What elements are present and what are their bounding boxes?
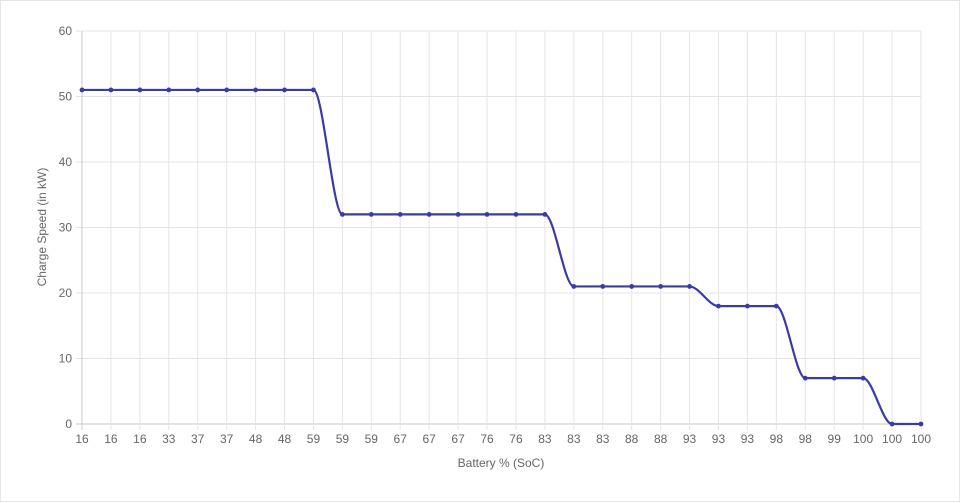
- y-tick-labels: 0 10 20 30 40 50 60: [59, 24, 73, 431]
- data-point[interactable]: [339, 212, 345, 217]
- data-point[interactable]: [802, 375, 808, 381]
- data-point[interactable]: [860, 375, 866, 381]
- x-tick-label: 76: [509, 432, 523, 446]
- y-tick-label: 20: [59, 286, 73, 300]
- data-point[interactable]: [282, 87, 287, 93]
- data-point[interactable]: [108, 87, 114, 93]
- data-point[interactable]: [745, 303, 750, 309]
- x-tick-label: 98: [770, 432, 784, 446]
- x-tick-label: 88: [625, 432, 639, 446]
- y-gridlines: [76, 30, 921, 425]
- x-axis-title: Battery % (SoC): [458, 456, 545, 470]
- y-tick-label: 10: [59, 352, 73, 366]
- data-point[interactable]: [224, 87, 230, 93]
- x-tick-label: 59: [307, 432, 321, 446]
- data-point[interactable]: [137, 87, 143, 93]
- x-tick-label: 88: [654, 432, 668, 446]
- y-tick-label: 60: [59, 24, 73, 38]
- x-tick-label: 37: [191, 432, 205, 446]
- x-tick-label: 16: [75, 432, 89, 446]
- data-point[interactable]: [773, 303, 779, 309]
- data-point[interactable]: [513, 212, 519, 217]
- x-tick-label: 37: [220, 432, 234, 446]
- x-tick-label: 76: [480, 432, 494, 446]
- data-point[interactable]: [311, 87, 316, 93]
- data-point[interactable]: [426, 212, 432, 217]
- x-tick-label: 93: [741, 432, 755, 446]
- x-tick-label: 93: [683, 432, 697, 446]
- x-gridlines: [81, 31, 922, 430]
- data-point[interactable]: [571, 284, 577, 289]
- data-point[interactable]: [484, 212, 490, 217]
- data-point[interactable]: [716, 303, 721, 309]
- x-tick-label: 100: [911, 432, 931, 446]
- x-tick-label: 100: [853, 432, 873, 446]
- x-tick-label: 59: [336, 432, 350, 446]
- data-point[interactable]: [195, 87, 201, 93]
- y-tick-label: 30: [59, 221, 73, 235]
- data-point[interactable]: [687, 284, 692, 289]
- data-point[interactable]: [397, 212, 403, 217]
- data-point[interactable]: [889, 421, 895, 427]
- data-point[interactable]: [253, 87, 258, 93]
- data-point[interactable]: [918, 421, 924, 427]
- x-tick-label: 83: [596, 432, 610, 446]
- x-tick-label: 98: [799, 432, 813, 446]
- data-point[interactable]: [368, 212, 374, 217]
- data-point[interactable]: [658, 284, 664, 289]
- data-point[interactable]: [600, 284, 606, 289]
- data-point[interactable]: [455, 212, 461, 217]
- data-point[interactable]: [542, 212, 548, 217]
- y-axis-title: Charge Speed (in kW): [35, 168, 49, 287]
- x-tick-label: 16: [133, 432, 147, 446]
- x-tick-label: 67: [422, 432, 436, 446]
- y-tick-label: 40: [59, 155, 73, 169]
- x-tick-label: 67: [394, 432, 408, 446]
- data-point[interactable]: [166, 87, 172, 93]
- x-tick-label: 33: [162, 432, 176, 446]
- y-tick-label: 50: [59, 90, 73, 104]
- x-tick-label: 16: [104, 432, 118, 446]
- data-point[interactable]: [79, 87, 85, 93]
- x-tick-label: 67: [451, 432, 465, 446]
- x-tick-label: 59: [365, 432, 379, 446]
- x-tick-label: 100: [882, 432, 902, 446]
- x-tick-label: 83: [538, 432, 552, 446]
- data-point[interactable]: [831, 375, 837, 381]
- x-tick-label: 48: [249, 432, 263, 446]
- x-tick-labels: 16 16 16 33 37 37 48 48 59 59 59 67 67 67 76 76 83 83 83 88…: [75, 432, 931, 446]
- x-tick-label: 83: [567, 432, 581, 446]
- series-group: [79, 87, 924, 427]
- x-tick-label: 48: [278, 432, 292, 446]
- x-tick-label: 99: [828, 432, 842, 446]
- series-line: [81, 88, 921, 426]
- data-point[interactable]: [629, 284, 635, 289]
- x-tick-label: 93: [712, 432, 726, 446]
- y-tick-label: 0: [65, 417, 72, 431]
